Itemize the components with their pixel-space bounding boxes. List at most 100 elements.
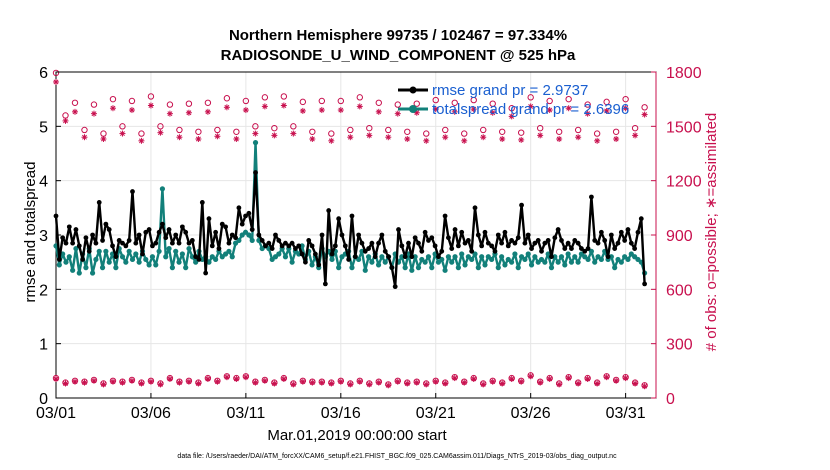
totalspread-point — [425, 254, 432, 260]
rmse-point — [60, 235, 66, 241]
totalspread-point — [482, 262, 488, 268]
x-tick-label: 03/21 — [416, 405, 456, 422]
rmse-point — [495, 232, 501, 238]
totalspread-point — [402, 265, 408, 271]
totalspread-point — [349, 265, 355, 271]
obs-assimilated-point — [518, 136, 525, 143]
rmse-point — [56, 257, 62, 262]
obs-possible-point — [470, 96, 477, 104]
rmse-point — [442, 213, 448, 219]
rmse-point — [150, 243, 155, 249]
obs-assimilated-point — [252, 379, 259, 386]
totalspread-point — [73, 245, 79, 252]
rmse-point — [206, 216, 212, 222]
rmse-point — [130, 189, 135, 194]
obs-possible-point — [233, 128, 240, 135]
obs-assimilated-point — [280, 102, 287, 109]
totalspread-point — [89, 270, 96, 276]
y-right-tick-label: 1500 — [666, 119, 702, 136]
legend-rmse-marker — [409, 86, 417, 94]
obs-possible-point — [413, 100, 420, 107]
obs-possible-point — [574, 126, 582, 134]
obs-assimilated-point — [594, 137, 601, 144]
rmse-point — [406, 240, 411, 246]
rmse-point — [632, 246, 638, 251]
totalspread-point — [449, 259, 455, 265]
obs-assimilated-point — [100, 381, 107, 388]
rmse-point — [369, 240, 375, 246]
obs-possible-point — [423, 130, 430, 137]
rmse-point — [492, 248, 498, 254]
rmse-point — [299, 251, 305, 257]
rmse-point — [509, 238, 514, 243]
totalspread-point — [93, 256, 99, 263]
rmse-point — [113, 254, 119, 260]
obs-possible-point — [318, 97, 326, 105]
rmse-point — [449, 246, 455, 251]
rmse-point — [469, 248, 475, 254]
rmse-point — [346, 257, 352, 262]
totalspread-point — [356, 256, 362, 263]
obs-assimilated-point — [271, 380, 278, 387]
rmse-point — [193, 254, 199, 260]
rmse-point — [605, 254, 611, 260]
rmse-point — [559, 238, 564, 243]
rmse-point — [269, 246, 275, 251]
obs-assimilated-point — [157, 129, 164, 136]
obs-assimilated-point — [290, 381, 297, 388]
legend-spread-label: totalspread grand pr = 2.6396 — [432, 101, 629, 118]
totalspread-point — [176, 259, 182, 265]
rmse-point — [263, 243, 268, 249]
obs-assimilated-point — [195, 380, 202, 387]
rmse-point — [376, 240, 381, 246]
obs-possible-point — [337, 97, 345, 105]
rmse-point — [322, 281, 328, 287]
rmse-point — [622, 238, 628, 243]
rmse-point — [309, 243, 315, 249]
y-left-tick-label: 6 — [39, 65, 48, 82]
obs-assimilated-point — [366, 132, 373, 139]
obs-assimilated-point — [537, 132, 544, 139]
rmse-point — [555, 227, 561, 232]
rmse-point — [455, 243, 461, 249]
rmse-point — [103, 221, 109, 227]
totalspread-point — [375, 262, 382, 268]
rmse-point — [342, 243, 348, 249]
rmse-point — [409, 254, 415, 260]
obs-assimilated-point — [147, 378, 154, 385]
obs-assimilated-point — [375, 108, 382, 115]
obs-assimilated-point — [90, 110, 97, 117]
totalspread-point — [106, 259, 112, 265]
totalspread-point — [70, 267, 76, 273]
totalspread-point — [246, 232, 252, 238]
rmse-point — [366, 246, 371, 251]
rmse-point — [283, 240, 288, 246]
totalspread-point — [236, 237, 242, 244]
obs-possible-point — [223, 95, 231, 102]
rmse-point — [332, 243, 338, 249]
rmse-point — [589, 194, 594, 200]
totalspread-point — [475, 265, 481, 271]
obs-assimilated-point — [499, 380, 506, 387]
totalspread-point — [129, 256, 136, 263]
obs-possible-point — [252, 123, 259, 130]
obs-possible-point — [565, 95, 572, 103]
rmse-point — [243, 213, 248, 219]
totalspread-point — [99, 265, 106, 271]
rmse-point — [429, 235, 435, 241]
obs-possible-point — [536, 124, 544, 132]
rmse-point — [638, 216, 644, 222]
obs-assimilated-point — [271, 132, 278, 139]
obs-possible-point — [204, 99, 212, 106]
obs-possible-point — [622, 95, 629, 103]
obs-assimilated-point — [442, 134, 449, 141]
obs-assimilated-point — [622, 375, 629, 382]
totalspread-point — [136, 259, 142, 265]
obs-possible-point — [176, 126, 183, 134]
totalspread-point — [66, 254, 72, 260]
rmse-point — [216, 246, 222, 251]
rmse-point — [452, 227, 458, 232]
y-right-tick-label: 1200 — [666, 174, 702, 191]
obs-assimilated-point — [565, 105, 572, 112]
obs-assimilated-point — [480, 134, 487, 141]
